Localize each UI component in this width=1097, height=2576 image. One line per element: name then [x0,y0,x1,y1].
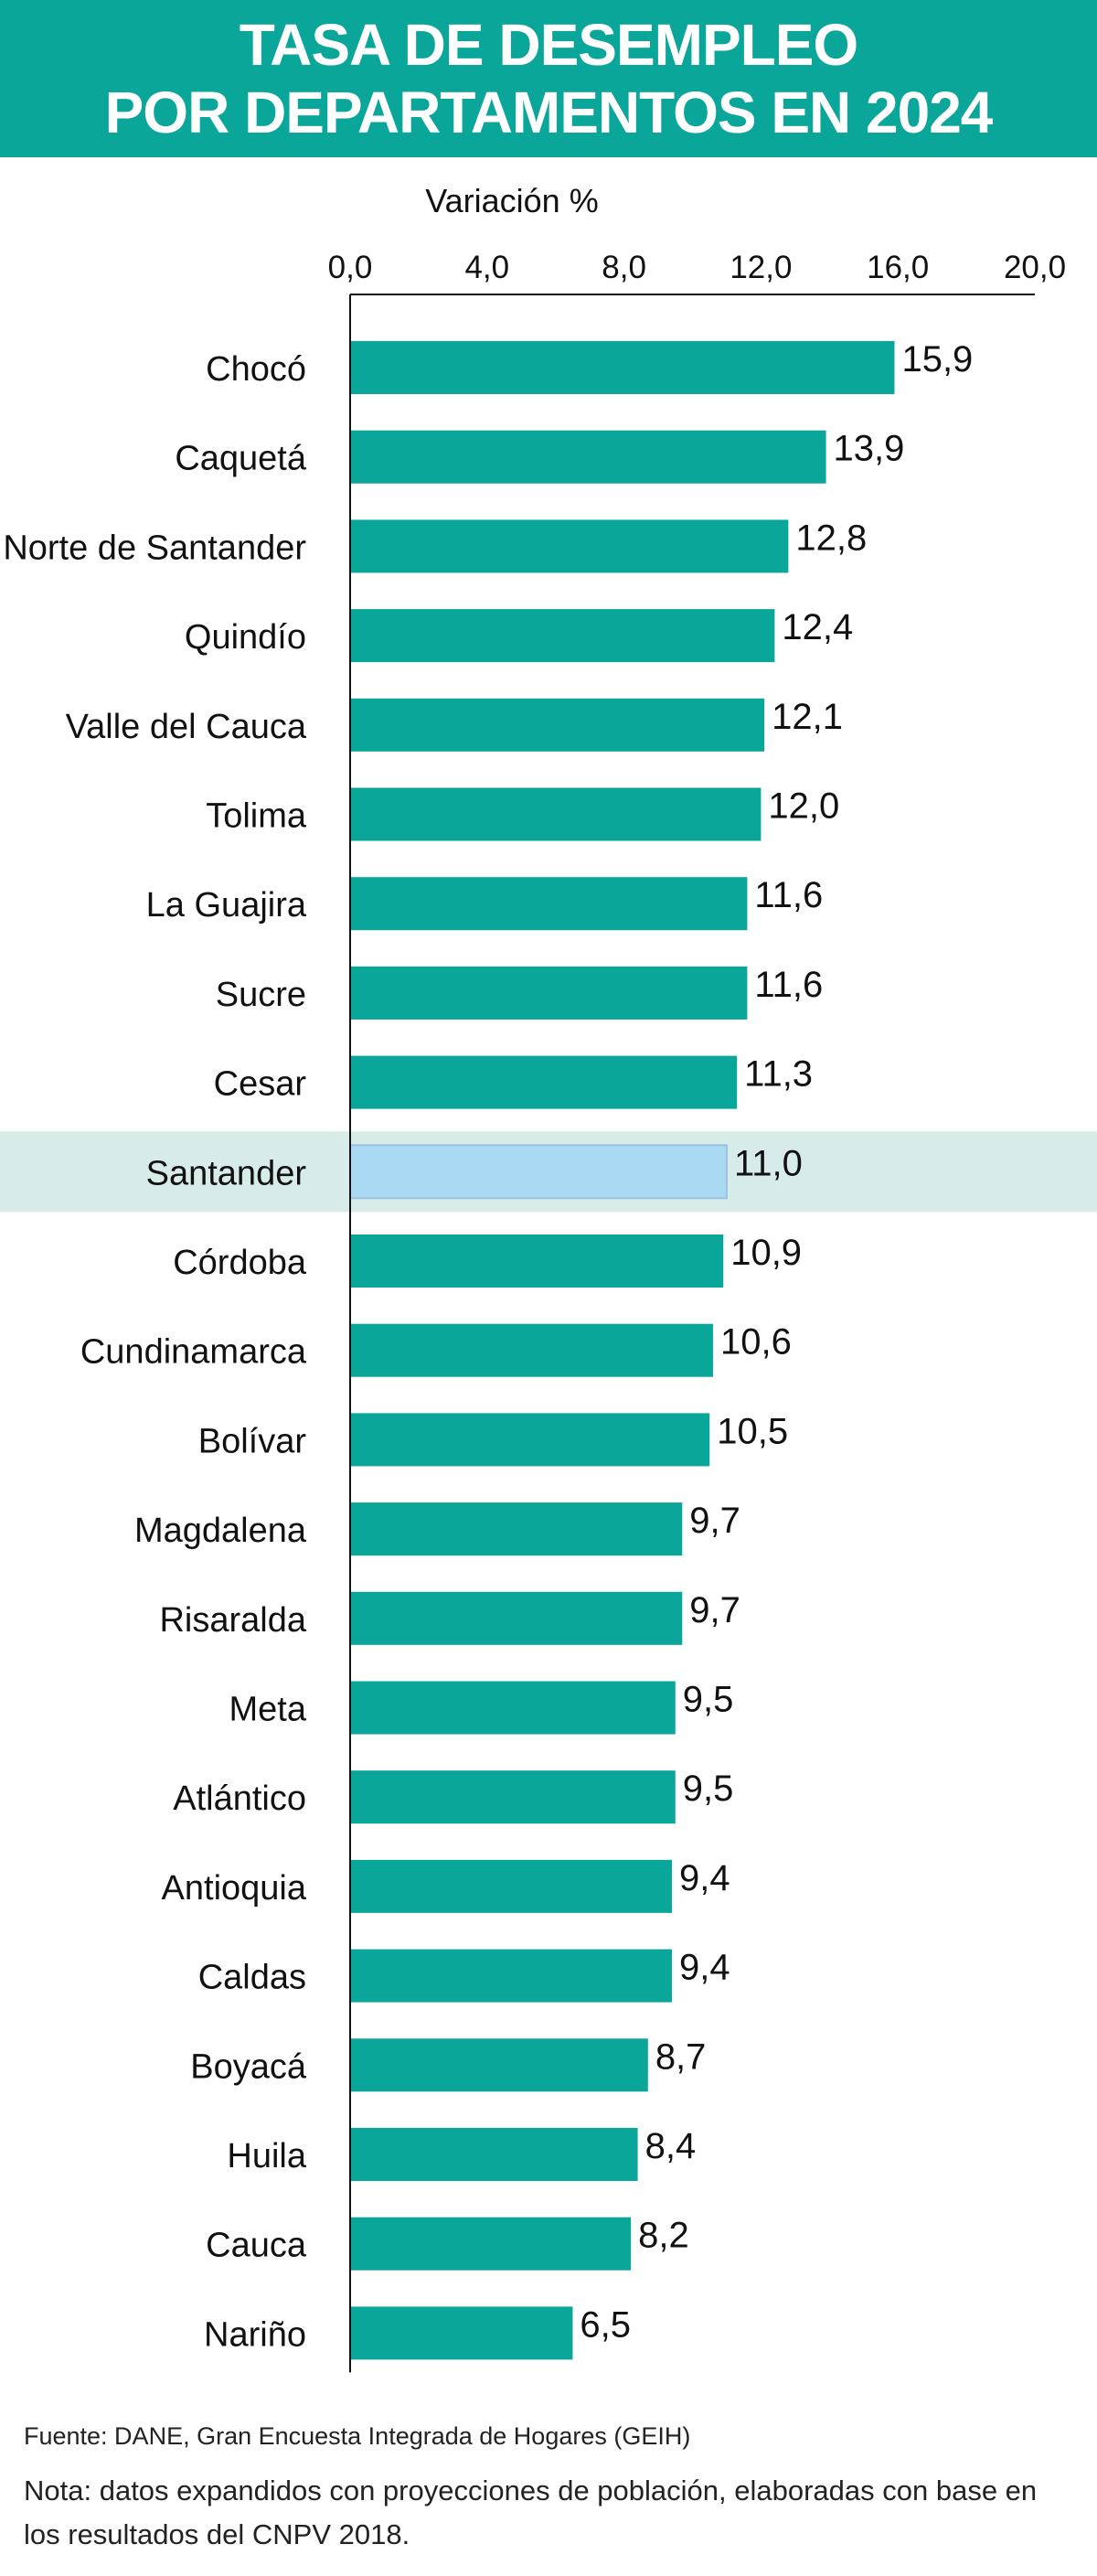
bar-chart: Variación % 0,0 4,0 8,0 12,0 16,0 20,0 Chocó 15,… [0,182,1097,2373]
bar [350,698,765,752]
bar [350,1502,683,1556]
value-label: 9,4 [679,1948,730,1988]
bar [350,1235,724,1288]
bar [350,609,775,663]
bar [350,519,789,573]
category-label: Risaralda [159,1601,306,1640]
bar [350,1323,713,1377]
category-label: La Guajira [146,886,307,925]
x-tick-label: 20,0 [1004,250,1066,285]
value-label: 8,2 [638,2216,689,2256]
value-label: 12,1 [772,697,843,737]
source-note: Fuente: DANE, Gran Encuesta Integrada de… [24,2422,691,2450]
x-tick-label: 12,0 [730,250,792,285]
category-label: Córdoba [173,1244,307,1282]
category-label: Caquetá [175,440,307,478]
value-label: 10,5 [717,1411,788,1451]
value-label: 10,9 [730,1233,802,1273]
value-label: 9,5 [683,1769,734,1809]
bar [350,430,826,484]
bar [350,341,895,394]
value-label: 12,4 [782,607,853,647]
category-label: Cundinamarca [80,1333,307,1372]
category-label: Cauca [206,2227,307,2265]
category-label: Atlántico [173,1780,306,1818]
category-label: Chocó [206,350,306,389]
category-label: Santander [146,1154,307,1192]
category-label: Norte de Santander [3,529,306,567]
bar [350,1413,710,1467]
bar [350,787,762,841]
bar [350,1055,738,1109]
value-label: 9,7 [689,1590,740,1630]
category-label: Quindío [185,618,306,657]
bar [350,966,748,1020]
bar [349,1144,728,1200]
category-label: Boyacá [190,2047,307,2086]
x-axis-title: Variación % [425,182,598,219]
value-label: 13,9 [834,429,905,469]
value-label: 8,7 [655,2036,707,2077]
methodology-note: Nota: datos expandidos con proyecciones … [24,2474,1038,2550]
category-label: Bolívar [198,1422,307,1460]
value-label: 8,4 [645,2126,697,2166]
value-label: 12,8 [795,518,867,558]
category-label: Caldas [198,1959,306,1997]
chart-title-line-1: TASA DE DESEMPLEO [239,12,858,78]
bar [350,1591,683,1645]
bar [350,877,748,931]
bar [350,1859,673,1913]
chart-title-line-2: POR DEPARTAMENTOS EN 2024 [104,80,994,145]
bar [350,1770,676,1824]
value-label: 11,6 [754,965,823,1005]
x-tick-label: 16,0 [867,250,929,285]
x-tick-label: 8,0 [602,250,646,285]
value-label: 9,5 [683,1680,734,1720]
value-label: 12,0 [768,786,839,827]
x-tick-label: 4,0 [464,250,509,285]
value-label: 10,6 [720,1322,792,1363]
bar [350,2128,638,2181]
category-label: Valle del Cauca [66,708,307,746]
category-label: Nariño [204,2315,306,2354]
category-label: Antioquia [162,1869,307,1908]
bar [350,2217,632,2271]
bar [350,2038,648,2092]
chart-header: TASA DE DESEMPLEO POR DEPARTAMENTOS EN 2… [0,0,1097,157]
value-label: 9,4 [679,1858,730,1898]
value-label: 9,7 [689,1501,740,1541]
category-label: Tolima [206,797,307,836]
value-label: 11,6 [754,875,823,915]
value-label: 15,9 [901,339,973,379]
value-label: 11,3 [744,1054,813,1095]
category-label: Magdalena [134,1512,307,1550]
x-tick-label: 0,0 [328,250,373,285]
value-label: 6,5 [580,2304,631,2345]
category-label: Huila [227,2137,306,2175]
category-label: Cesar [214,1065,307,1104]
category-label: Sucre [216,976,306,1014]
value-label: 11,0 [734,1143,803,1183]
category-label: Meta [229,1691,307,1729]
bar [350,1681,676,1735]
bar [350,1949,673,2003]
bar [350,2306,573,2360]
